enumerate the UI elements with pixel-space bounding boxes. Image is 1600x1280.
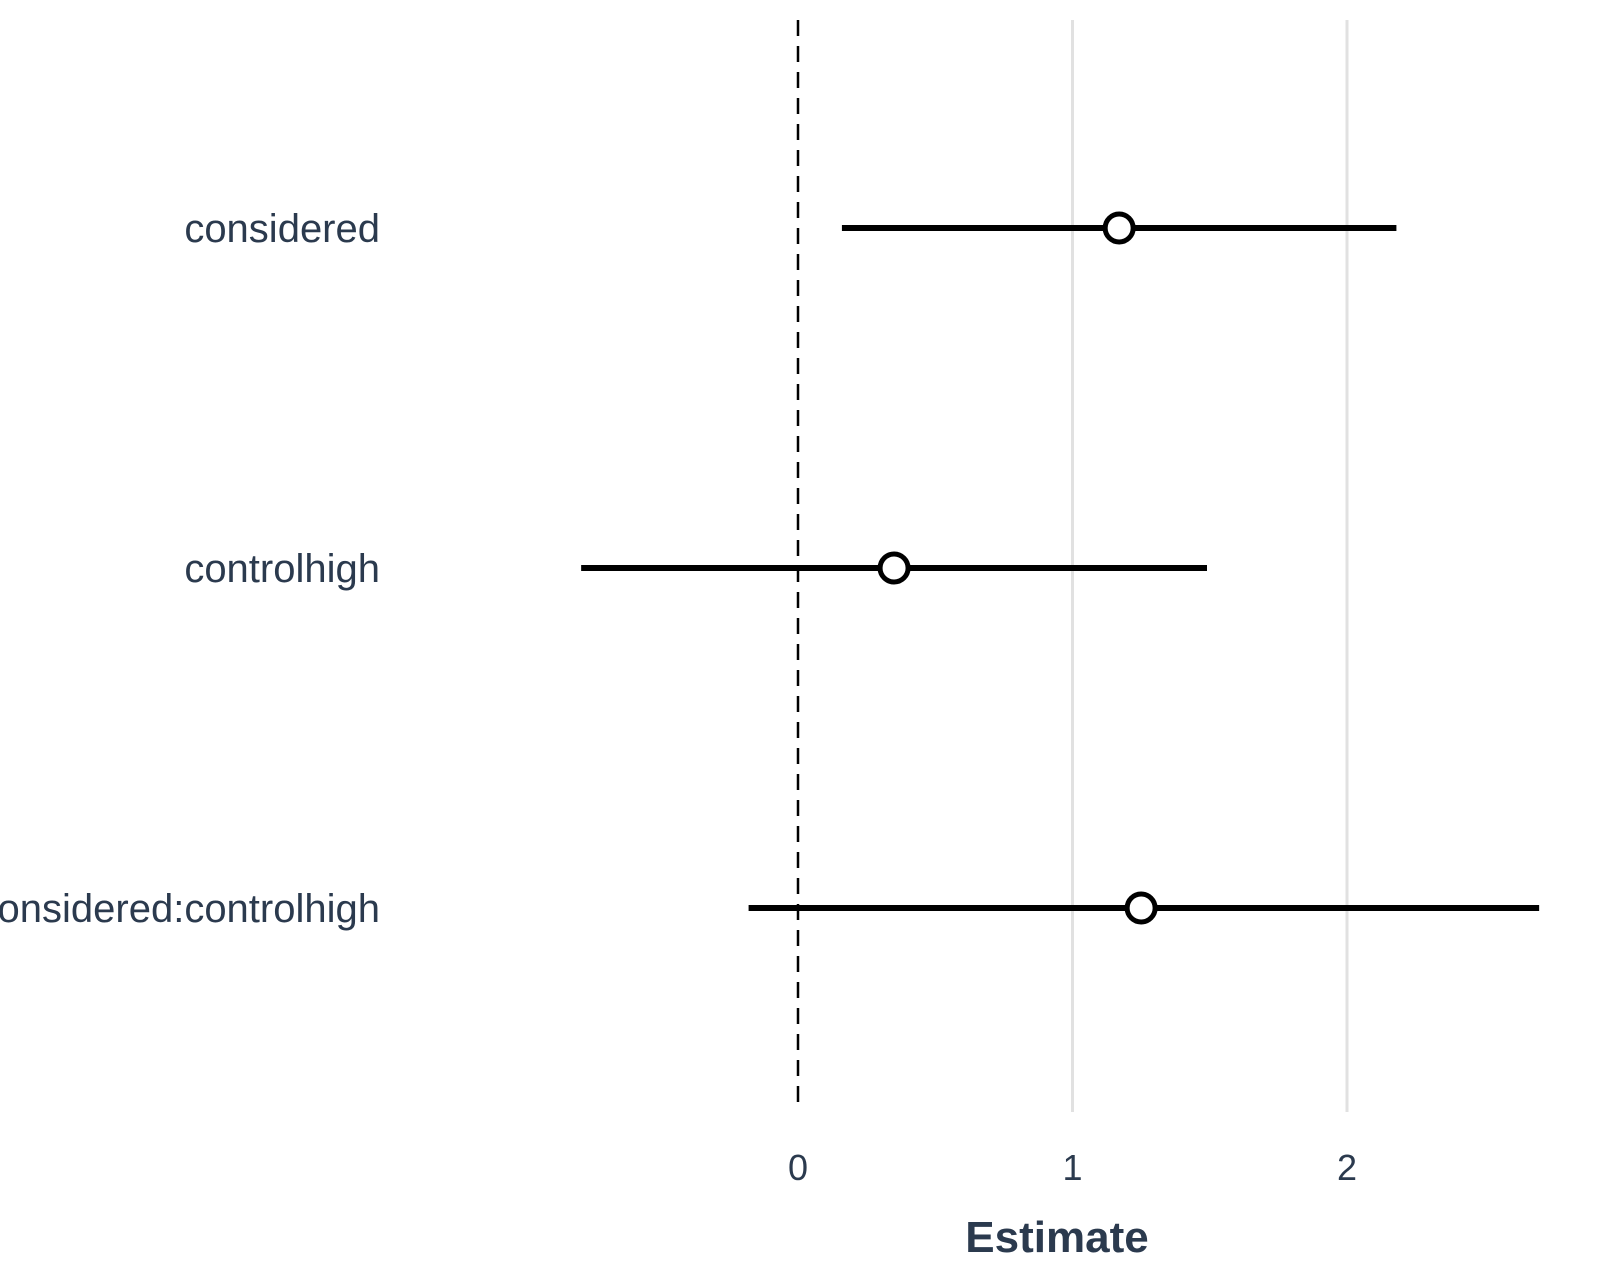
x-tick-label: 0 [788, 1147, 808, 1188]
x-tick-labels: 0 1 2 [788, 1147, 1357, 1188]
x-tick-label: 2 [1337, 1147, 1357, 1188]
x-tick-label: 1 [1062, 1147, 1082, 1188]
estimate-point [1124, 891, 1158, 925]
term-label: considered:controlhigh [0, 887, 380, 931]
estimate-point [1102, 211, 1136, 245]
x-axis-title: Estimate [965, 1213, 1148, 1262]
term-label: controlhigh [184, 547, 380, 591]
term-labels: considered controlhigh considered:controlh… [0, 207, 380, 931]
term-label: considered [184, 207, 380, 251]
estimate-marks [581, 211, 1540, 925]
estimate-point [877, 551, 911, 585]
